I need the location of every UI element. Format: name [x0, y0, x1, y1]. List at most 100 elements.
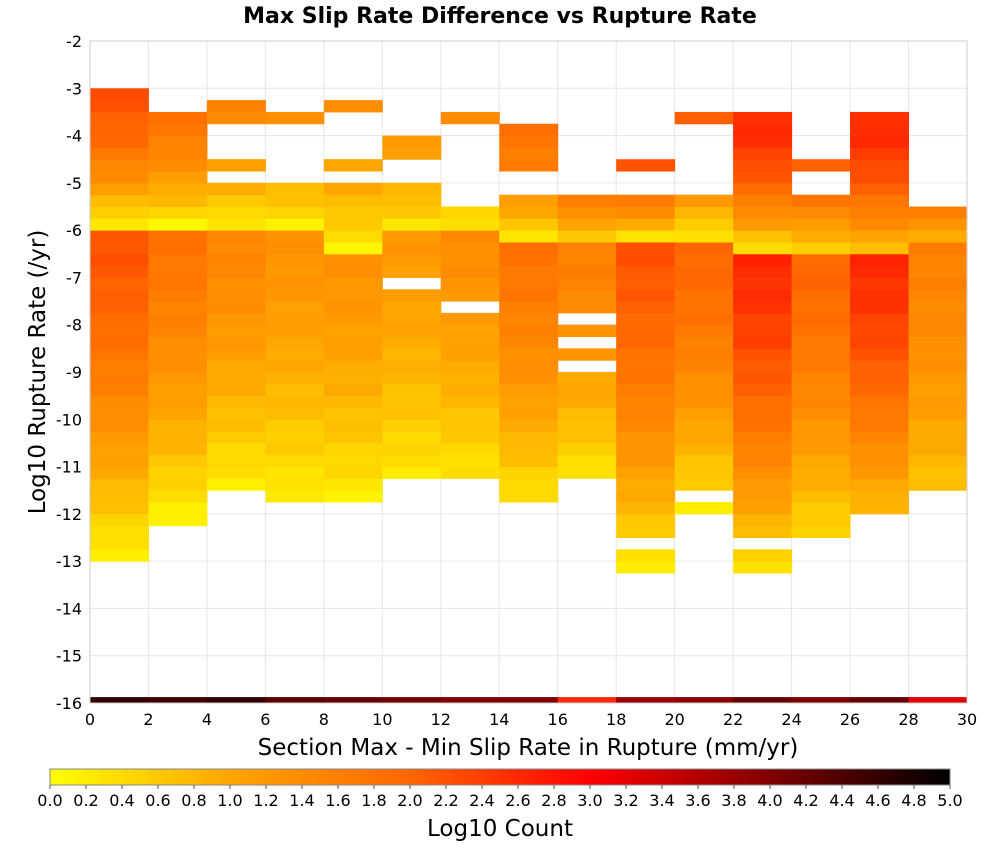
heatmap-cell — [791, 502, 851, 515]
heatmap-cell — [791, 395, 851, 408]
heatmap-cell — [90, 442, 149, 456]
heatmap-cell — [850, 111, 910, 125]
heatmap-cell — [908, 383, 968, 397]
heatmap-cell — [908, 312, 968, 326]
heatmap-cell — [733, 395, 793, 408]
heatmap-cell — [791, 289, 851, 302]
heatmap-cell — [616, 478, 676, 491]
heatmap-cell — [733, 135, 793, 148]
y-tick-label: -2 — [66, 32, 82, 51]
heatmap-cell — [90, 407, 149, 420]
heatmap-cell — [499, 253, 559, 267]
heatmap-cell — [791, 206, 851, 219]
heatmap-cell — [733, 478, 793, 491]
heatmap-cell — [90, 478, 149, 491]
heatmap-cell — [323, 265, 383, 278]
heatmap-cell — [733, 111, 793, 125]
y-tick-label: -14 — [56, 599, 82, 618]
heatmap-cell — [850, 301, 910, 314]
heatmap-cell — [499, 478, 559, 491]
y-tick-label: -6 — [66, 221, 82, 240]
heatmap-cell — [440, 289, 500, 302]
colorbar-tick-label: 2.0 — [397, 791, 422, 810]
heatmap-cell — [616, 159, 676, 172]
colorbar-tick-label: 4.4 — [829, 791, 854, 810]
heatmap-cell — [382, 372, 442, 385]
x-tick-label: 30 — [957, 710, 977, 729]
heatmap-cell — [850, 383, 910, 397]
heatmap-cell — [733, 230, 793, 243]
heatmap-cell — [206, 383, 266, 397]
heatmap-cell — [733, 383, 793, 397]
y-tick-label: -16 — [56, 694, 82, 713]
heatmap-cell — [440, 312, 500, 326]
heatmap-cell — [323, 218, 383, 231]
heatmap-cell — [323, 253, 383, 267]
heatmap-cell — [557, 277, 617, 290]
heatmap-cell — [323, 230, 383, 243]
heatmap-cell — [382, 324, 442, 338]
heatmap-cell — [382, 383, 442, 397]
heatmap-cell — [908, 442, 968, 456]
heatmap-summary-cell — [148, 697, 208, 703]
heatmap-cell — [791, 230, 851, 243]
heatmap-cell — [674, 383, 734, 397]
heatmap-cell — [90, 525, 149, 538]
heatmap-cell — [557, 265, 617, 278]
colorbar-tick-label: 2.6 — [505, 791, 530, 810]
heatmap-summary-cell — [206, 697, 266, 703]
heatmap-summary-cell — [733, 697, 793, 703]
heatmap-cell — [908, 395, 968, 408]
colorbar — [49, 768, 951, 786]
heatmap-cell — [674, 230, 734, 243]
heatmap-cell — [499, 454, 559, 468]
heatmap-cell — [616, 289, 676, 302]
heatmap-cell — [791, 419, 851, 432]
colorbar-tick-label: 3.0 — [577, 791, 602, 810]
heatmap-cell — [206, 241, 266, 255]
heatmap-cell — [791, 466, 851, 479]
heatmap-cell — [850, 395, 910, 408]
heatmap-cell — [908, 360, 968, 373]
heatmap-cell — [616, 454, 676, 468]
heatmap-cell — [323, 277, 383, 290]
heatmap-cell — [382, 194, 442, 207]
colorbar-tick-label: 1.0 — [217, 791, 242, 810]
heatmap-cell — [90, 431, 149, 444]
heatmap-cell — [90, 419, 149, 432]
heatmap-cell — [616, 395, 676, 408]
heatmap-cell — [674, 194, 734, 207]
heatmap-cell — [908, 253, 968, 267]
heatmap-cell — [206, 478, 266, 491]
heatmap-cell — [148, 241, 208, 255]
heatmap-cell — [323, 383, 383, 397]
heatmap-cell — [382, 312, 442, 326]
heatmap-cell — [265, 466, 325, 479]
x-tick-label: 24 — [781, 710, 801, 729]
heatmap-cell — [616, 360, 676, 373]
heatmap-cell — [733, 561, 793, 574]
x-tick-label: 20 — [664, 710, 684, 729]
colorbar-tick-label: 4.2 — [793, 791, 818, 810]
heatmap-cell — [791, 312, 851, 326]
heatmap-cell — [148, 336, 208, 349]
heatmap-cell — [908, 454, 968, 468]
x-tick-label: 22 — [723, 710, 743, 729]
heatmap-cell — [674, 277, 734, 290]
heatmap-cell — [90, 549, 149, 562]
heatmap-cell — [148, 478, 208, 491]
heatmap-cell — [557, 442, 617, 456]
heatmap-cell — [265, 218, 325, 231]
heatmap-cell — [733, 336, 793, 349]
heatmap-cell — [499, 431, 559, 444]
heatmap-cell — [791, 525, 851, 538]
heatmap-cell — [791, 454, 851, 468]
heatmap-cell — [908, 206, 968, 219]
heatmap-cell — [616, 194, 676, 207]
heatmap-cell — [323, 159, 383, 172]
heatmap-cell — [148, 513, 208, 527]
heatmap-cell — [674, 301, 734, 314]
heatmap-cell — [206, 324, 266, 338]
heatmap-cell — [616, 230, 676, 243]
